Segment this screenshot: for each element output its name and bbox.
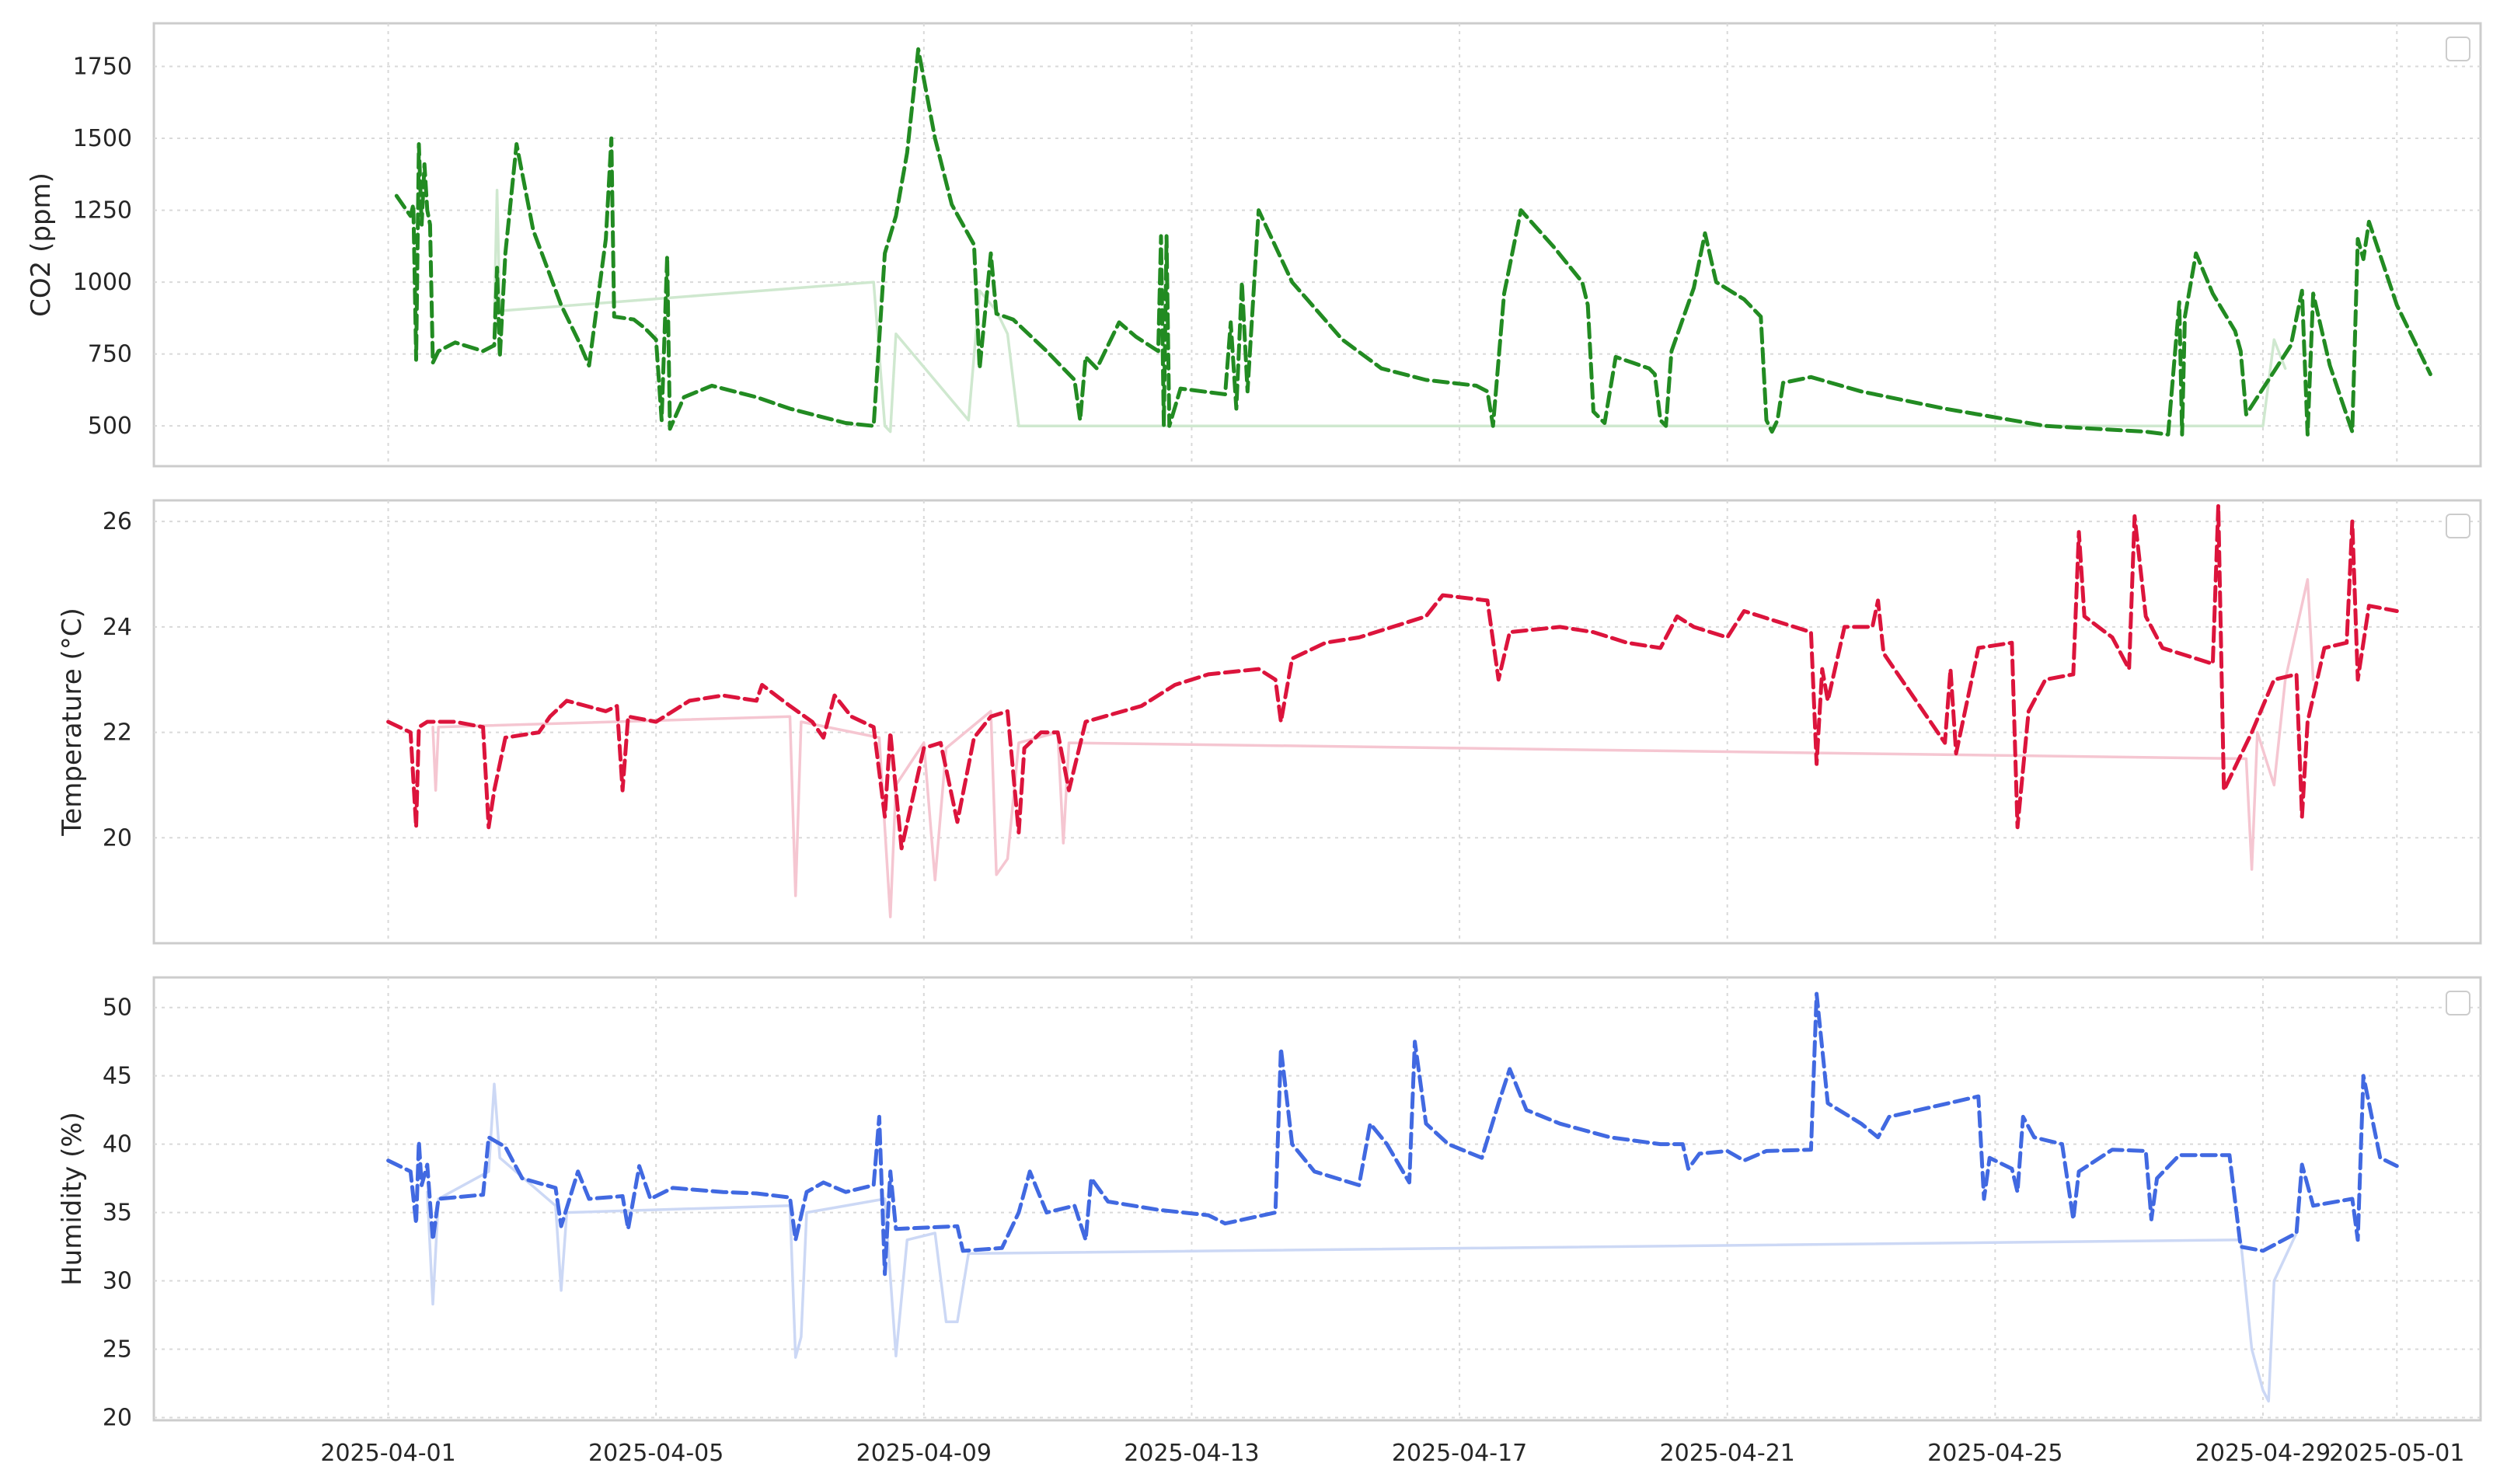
x-tick-label: 2025-04-29 [2195,1440,2331,1467]
temperature-plot-area [152,499,2482,945]
humidity-series-raw-line [426,1082,2298,1403]
temperature-series-smoothed-line [386,503,2399,851]
co2-y-tick-label: 500 [88,413,132,440]
temperature-panel: 20 22 24 26 Temperature (°C) [57,499,2482,945]
co2-y-ticks: 500 750 1000 1250 1500 1750 [73,54,132,441]
humidity-y-axis-label: Humidity (%) [57,1112,88,1286]
temperature-y-tick-label: 20 [103,824,132,852]
humidity-y-tick-label: 45 [103,1063,132,1090]
x-tick-label: 2025-04-25 [1927,1440,2062,1467]
x-tick-label: 2025-04-21 [1660,1440,1795,1467]
humidity-y-ticks: 20 25 30 35 40 45 50 [103,995,132,1432]
humidity-y-tick-label: 25 [103,1336,132,1364]
temperature-y-tick-label: 26 [103,508,132,535]
temperature-lines [386,503,2399,918]
humidity-lines [386,991,2399,1403]
temperature-y-ticks: 20 22 24 26 [103,508,132,852]
co2-y-tick-label: 1750 [73,54,132,81]
x-tick-label: 2025-05-01 [2329,1440,2464,1467]
humidity-series-smoothed-line [386,991,2399,1277]
x-tick-label: 2025-04-01 [320,1440,455,1467]
co2-y-tick-label: 1500 [73,125,132,152]
humidity-y-tick-label: 35 [103,1200,132,1227]
temperature-y-axis-label: Temperature (°C) [57,608,88,836]
humidity-plot-area [152,976,2482,1422]
humidity-legend [2446,991,2470,1015]
x-ticks: 2025-04-01 2025-04-05 2025-04-09 2025-04-13… [320,1440,2464,1467]
humidity-y-tick-label: 50 [103,995,132,1022]
humidity-y-tick-label: 30 [103,1268,132,1295]
co2-y-tick-label: 750 [88,341,132,368]
co2-plot-area [152,22,2482,468]
humidity-y-tick-label: 40 [103,1131,132,1158]
temperature-legend [2446,514,2470,538]
temperature-y-tick-label: 22 [103,719,132,747]
co2-series-raw-line [493,188,2287,434]
co2-legend [2446,37,2470,61]
co2-y-tick-label: 1250 [73,197,132,225]
co2-series-smoothed-line [394,47,2432,437]
x-tick-label: 2025-04-17 [1392,1440,1527,1467]
co2-y-axis-label: CO2 (ppm) [26,172,57,317]
co2-lines [394,47,2432,437]
temperature-y-tick-label: 24 [103,614,132,641]
co2-y-tick-label: 1000 [73,269,132,296]
temperature-series-raw-line [431,578,2315,918]
x-tick-label: 2025-04-05 [588,1440,724,1467]
x-tick-label: 2025-04-13 [1124,1440,1259,1467]
x-tick-label: 2025-04-09 [856,1440,992,1467]
co2-panel: 500 750 1000 1250 1500 1750 CO2 (ppm) [26,22,2482,468]
humidity-y-tick-label: 20 [103,1404,132,1431]
